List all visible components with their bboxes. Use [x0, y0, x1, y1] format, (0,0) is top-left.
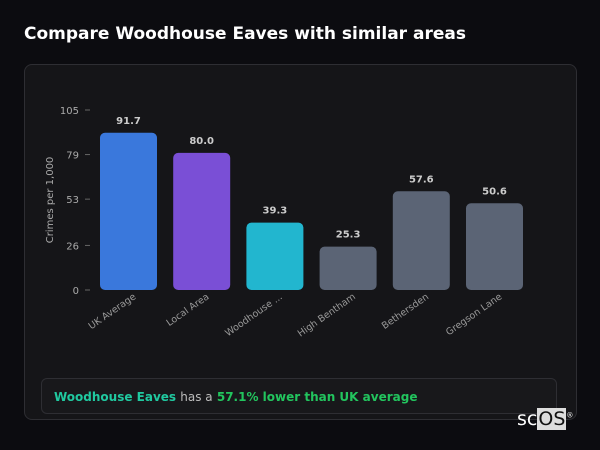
- x-tick-label: UK Average: [87, 291, 139, 332]
- summary-place: Woodhouse Eaves: [54, 390, 177, 404]
- bar-value-label: 25.3: [336, 230, 361, 241]
- summary-middle: has a: [180, 390, 213, 404]
- bar-value-label: 39.3: [263, 206, 288, 217]
- bar-value-label: 50.6: [482, 186, 507, 197]
- page-title: Compare Woodhouse Eaves with similar are…: [24, 24, 466, 44]
- y-tick-label: 79: [66, 151, 79, 162]
- bar[interactable]: [246, 222, 304, 290]
- x-tick-label: High Bentham: [296, 291, 358, 339]
- bar[interactable]: [392, 191, 450, 290]
- summary-box: Woodhouse Eaves has a 57.1% lower than U…: [41, 378, 557, 414]
- bar[interactable]: [173, 152, 231, 290]
- bar[interactable]: [466, 203, 523, 290]
- y-tick-label: 53: [66, 195, 79, 206]
- x-tick-label: Local Area: [165, 291, 212, 328]
- scos-logo: scOS®: [517, 408, 574, 430]
- summary-difference: 57.1% lower than UK average: [216, 390, 418, 404]
- y-tick-label: 0: [73, 286, 79, 297]
- bar-value-label: 91.7: [116, 116, 141, 127]
- bar-value-label: 80.0: [189, 136, 214, 147]
- x-tick-label: Gregson Lane: [444, 291, 504, 338]
- x-tick-label: Bethersden: [380, 291, 431, 331]
- bar[interactable]: [100, 132, 157, 290]
- x-tick-label: Woodhouse ...: [223, 291, 284, 339]
- y-axis-label: Crimes per 1,000: [45, 157, 56, 244]
- bar[interactable]: [319, 246, 377, 290]
- y-tick-label: 26: [66, 241, 79, 252]
- bar-value-label: 57.6: [409, 174, 434, 185]
- y-tick-label: 105: [60, 106, 79, 117]
